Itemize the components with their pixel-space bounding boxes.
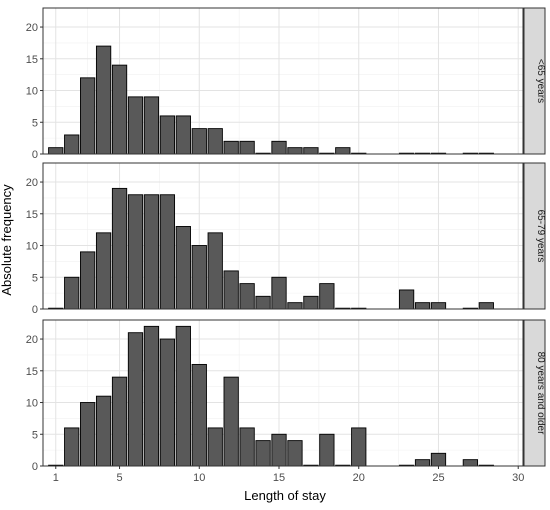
- bar: [191, 128, 207, 155]
- bar: [80, 402, 96, 467]
- x-axis-title: Length of stay: [244, 488, 326, 503]
- bar: [255, 295, 271, 310]
- bar: [207, 427, 223, 467]
- bar: [478, 302, 494, 310]
- bar: [191, 245, 207, 310]
- bar: [143, 325, 160, 467]
- x-axis: 1 5 10 15 20 25 30: [53, 466, 524, 484]
- bar: [287, 440, 303, 467]
- bar: [287, 147, 303, 155]
- y-tick-label: 15: [26, 366, 38, 378]
- bar: [414, 459, 431, 467]
- x-tick-label: 15: [273, 472, 285, 484]
- bar: [143, 96, 160, 155]
- bar: [303, 295, 319, 310]
- bar: [64, 276, 80, 310]
- y-tick-label: 0: [32, 461, 38, 473]
- bar: [159, 115, 176, 155]
- bar: [239, 283, 255, 310]
- panel-1: 0 5 10 15 20 <65 years: [26, 7, 546, 161]
- bar: [175, 226, 191, 310]
- y-tick-label: 15: [26, 54, 38, 66]
- y-tick-label: 20: [26, 22, 38, 34]
- panel-border: [42, 162, 524, 310]
- bar: [239, 140, 255, 155]
- bar: [462, 459, 479, 467]
- x-tick-label: 20: [353, 472, 365, 484]
- bar: [319, 433, 335, 467]
- x-tick-label: 5: [116, 472, 122, 484]
- bar: [303, 147, 319, 155]
- bar: [80, 77, 96, 155]
- panel-2: 0 5 10 15 20 65-79 years: [26, 162, 546, 316]
- bar: [414, 302, 431, 310]
- bar: [430, 302, 447, 310]
- facet-strip-label: 65-79 years: [535, 210, 546, 263]
- y-tick-label: 10: [26, 241, 38, 253]
- bar: [207, 232, 223, 310]
- bar: [80, 251, 96, 310]
- x-tick-label: 30: [512, 472, 524, 484]
- bar: [255, 440, 271, 467]
- bar: [223, 140, 239, 155]
- bar: [319, 283, 335, 310]
- bar: [351, 427, 367, 467]
- bar: [271, 276, 287, 310]
- x-tick-label: 25: [432, 472, 444, 484]
- bar: [127, 194, 144, 310]
- bar: [430, 452, 447, 467]
- bar: [159, 338, 176, 467]
- y-tick-label: 15: [26, 209, 38, 221]
- y-axis-title: Absolute frequency: [0, 184, 14, 296]
- facet-strip: [523, 319, 546, 467]
- y-tick-label: 0: [32, 304, 38, 316]
- bar: [271, 433, 287, 467]
- bar: [223, 270, 239, 310]
- x-tick-label: 10: [193, 472, 205, 484]
- x-tick-label: 1: [53, 472, 59, 484]
- y-tick-label: 10: [26, 398, 38, 410]
- bar: [239, 427, 255, 467]
- panel-border: [42, 319, 524, 467]
- y-tick-label: 20: [26, 334, 38, 346]
- facet-strip: [523, 7, 546, 155]
- facet-strip-label: 80 years and older: [535, 352, 546, 436]
- y-tick-label: 0: [32, 149, 38, 161]
- bar: [48, 147, 64, 155]
- bar: [64, 134, 80, 155]
- bar: [287, 302, 303, 310]
- bar: [111, 376, 128, 467]
- bar: [207, 128, 223, 155]
- bar: [398, 289, 415, 310]
- bar: [159, 194, 176, 310]
- bar: [143, 194, 160, 310]
- bar: [64, 427, 80, 467]
- facet-strip-label: <65 years: [535, 59, 546, 103]
- bar: [175, 325, 191, 467]
- panel-3: 0 5 10 15 20 80 years and older: [26, 319, 546, 473]
- y-tick-label: 5: [32, 117, 38, 129]
- bar: [127, 96, 144, 155]
- panels-group: 0 5 10 15 20 <65 years 0 5 10 15 20 65-79 years 0 5 10…: [26, 7, 546, 473]
- bar: [335, 147, 351, 155]
- y-tick-label: 5: [32, 272, 38, 284]
- facet-strip: [523, 162, 546, 310]
- bar: [127, 332, 144, 467]
- panel-border: [42, 7, 524, 155]
- bar: [95, 395, 112, 467]
- y-tick-label: 20: [26, 177, 38, 189]
- y-tick-label: 10: [26, 86, 38, 98]
- bar: [111, 64, 128, 155]
- y-tick-label: 5: [32, 429, 38, 441]
- bar: [191, 363, 207, 467]
- bar: [223, 376, 239, 467]
- bar: [111, 187, 128, 310]
- bar: [95, 232, 112, 310]
- bar: [95, 45, 112, 155]
- bar: [175, 115, 191, 155]
- bar: [271, 140, 287, 155]
